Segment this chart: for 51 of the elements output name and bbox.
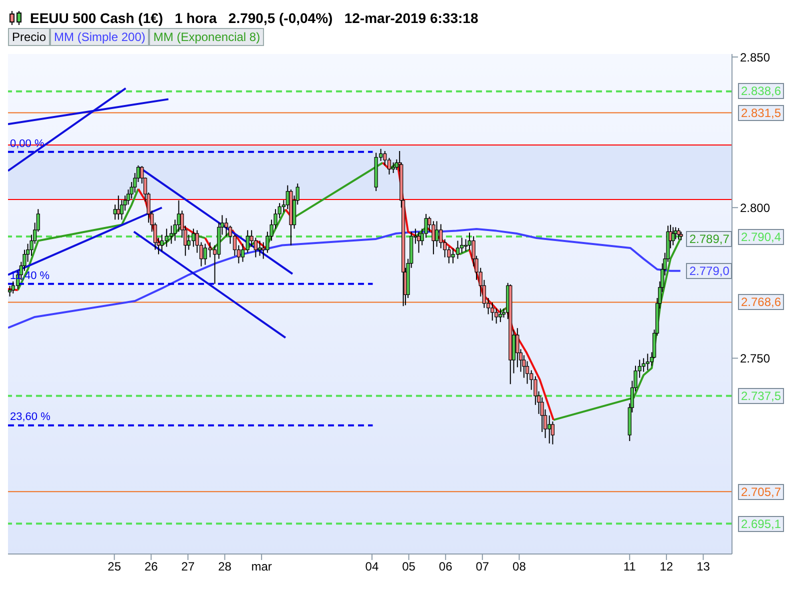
candlestick <box>416 231 421 254</box>
x-tick-label: 12 <box>660 560 674 574</box>
candlestick <box>498 308 502 323</box>
ref-line-label: 2.831,5 <box>738 104 784 121</box>
candlestick <box>387 157 392 175</box>
candlestick <box>116 195 120 220</box>
x-tick-label: 06 <box>438 560 453 574</box>
candlestick <box>432 220 436 255</box>
candlestick <box>434 220 439 248</box>
x-tick-label: 25 <box>108 560 122 574</box>
candlestick <box>671 226 675 246</box>
x-tick-label: 08 <box>512 560 526 574</box>
text: MM (Simple 200) <box>50 28 150 46</box>
x-tick-label: 28 <box>218 560 232 574</box>
ref-line-label: 2.790,4 <box>738 228 784 245</box>
x-tick-label: 11 <box>623 560 636 574</box>
data-label: 2.779,0 <box>686 262 732 279</box>
x-tick-label: 26 <box>144 560 158 574</box>
ref-line-label: 2.695,1 <box>738 516 784 532</box>
y-tick-label: 2.800 <box>740 200 770 215</box>
x-tick-label: 27 <box>181 560 195 574</box>
candlestick <box>676 228 680 240</box>
candlestick <box>392 162 396 174</box>
text: Precio <box>8 28 50 46</box>
annotation: 23,60 % <box>9 411 52 424</box>
candlestick <box>548 414 552 444</box>
x-tick-label: mar <box>251 560 272 574</box>
candlestick <box>439 224 443 249</box>
candlestick <box>646 353 650 371</box>
x-tick-label: 05 <box>402 560 416 574</box>
x-tick-label: 07 <box>476 560 490 574</box>
y-tick-label: 2.750 <box>740 351 770 366</box>
ref-line-label: 2.737,5 <box>738 388 784 404</box>
ref-line-label: 2.768,6 <box>738 294 784 310</box>
y-tick-label: 2.850 <box>740 50 770 64</box>
candlestick <box>120 200 124 220</box>
candlestick <box>258 240 262 256</box>
candlestick <box>460 237 464 254</box>
data-label: 2.789,7 <box>686 230 732 247</box>
chart-title: EEUU 500 Cash (1€) 1 hora 2.790,5 (-0,04%) 12-mar-2019 6:33:18 <box>30 10 478 26</box>
candlestick <box>490 302 494 322</box>
candlestick <box>113 204 117 220</box>
ref-line-label: 2.838,6 <box>738 83 784 100</box>
candlestick <box>8 285 12 297</box>
candlestick <box>383 150 387 166</box>
candlestick <box>516 328 520 368</box>
text: MM (Exponencial 8) <box>149 28 264 46</box>
candlestick <box>254 237 258 258</box>
ref-line-label: 2.705,7 <box>738 484 784 500</box>
x-tick-label: 04 <box>365 560 379 574</box>
x-tick-label: 13 <box>696 560 710 574</box>
